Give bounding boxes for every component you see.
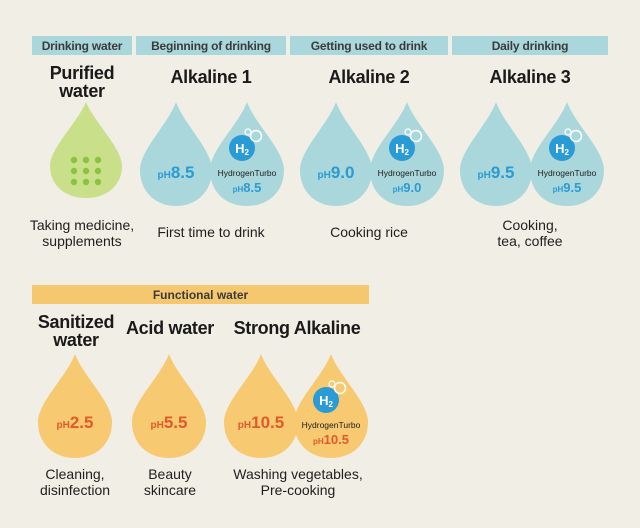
caption-sanitized: Cleaning, disinfection bbox=[20, 466, 130, 498]
caption-alkaline1: First time to drink bbox=[157, 224, 265, 240]
dots-icon bbox=[70, 156, 102, 186]
title-sanitized-line1: Sanitized bbox=[37, 312, 115, 332]
hydrogen-turbo-label: HydrogenTurbo bbox=[218, 168, 277, 178]
header-daily-drinking: Daily drinking bbox=[452, 36, 608, 55]
svg-text:H2: H2 bbox=[235, 141, 249, 157]
purified-water-drop bbox=[50, 102, 122, 198]
h2-icon: H2 bbox=[313, 380, 347, 413]
caption-sanitized-line2: disinfection bbox=[39, 482, 111, 498]
svg-text:pH9.5: pH9.5 bbox=[553, 180, 582, 195]
svg-text:pH8.5: pH8.5 bbox=[233, 180, 262, 195]
title-strong-alkaline: Strong Alkaline bbox=[233, 318, 361, 338]
svg-text:pH9.0: pH9.0 bbox=[318, 163, 355, 182]
caption-alkaline3: Cooking, tea, coffee bbox=[452, 217, 608, 249]
header-getting-used: Getting used to drink bbox=[290, 36, 448, 55]
ph-value: 8.5 bbox=[171, 163, 195, 182]
caption-purified: Taking medicine, supplements bbox=[22, 217, 142, 249]
turbo-ph-value: 9.0 bbox=[403, 180, 421, 195]
alkaline1-drop: pH8.5 bbox=[140, 102, 212, 206]
svg-text:pH9.0: pH9.0 bbox=[393, 180, 422, 195]
title-purified-water: Purified water bbox=[32, 64, 132, 100]
ph-prefix: pH bbox=[158, 170, 171, 181]
sanitized-drop: pH2.5 bbox=[38, 354, 112, 458]
h2-icon: H2 bbox=[389, 128, 423, 161]
caption-strong-line1: Washing vegetables, bbox=[233, 466, 363, 482]
turbo-ph-value: 8.5 bbox=[243, 180, 261, 195]
title-alkaline-3: Alkaline 3 bbox=[489, 67, 571, 87]
alkaline2-drop: pH9.0 bbox=[300, 102, 372, 206]
title-alkaline-2: Alkaline 2 bbox=[328, 67, 410, 87]
caption-alkaline2: Cooking rice bbox=[330, 224, 408, 240]
strong-alkaline-drop: pH10.5 bbox=[224, 354, 298, 458]
header-drinking-water: Drinking water bbox=[32, 36, 132, 55]
h2-icon: H2 bbox=[229, 128, 263, 161]
svg-text:H2: H2 bbox=[319, 393, 333, 409]
title-alkaline-1: Alkaline 1 bbox=[170, 67, 252, 87]
alkaline3-drop: pH9.5 bbox=[460, 102, 532, 206]
ph-value: 9.0 bbox=[331, 163, 355, 182]
title-sanitized-line2: water bbox=[53, 330, 99, 350]
alkaline1-turbo-drop: H2 HydrogenTurbo pH8.5 bbox=[210, 102, 284, 206]
acid-drop: pH5.5 bbox=[132, 354, 206, 458]
caption-alkaline3-line2: tea, coffee bbox=[497, 233, 563, 249]
h2-icon: H2 bbox=[549, 128, 583, 161]
caption-acid: Beauty skincare bbox=[120, 466, 220, 498]
hydrogen-turbo-label: HydrogenTurbo bbox=[538, 168, 597, 178]
ph-value: 9.5 bbox=[491, 163, 515, 182]
ph-value: 2.5 bbox=[70, 413, 94, 432]
caption-acid-line2: skincare bbox=[143, 482, 197, 498]
header-functional-water: Functional water bbox=[32, 285, 369, 304]
ph-value: 5.5 bbox=[164, 413, 188, 432]
svg-text:pH2.5: pH2.5 bbox=[57, 413, 94, 432]
svg-text:pH8.5: pH8.5 bbox=[158, 163, 195, 182]
title-purified-line1: Purified bbox=[49, 63, 115, 83]
title-acid-water: Acid water bbox=[125, 318, 215, 338]
caption-strong-line2: Pre-cooking bbox=[260, 482, 336, 498]
alkaline3-turbo-drop: H2 HydrogenTurbo pH9.5 bbox=[530, 102, 604, 206]
caption-alkaline3-line1: Cooking, bbox=[502, 217, 558, 233]
svg-text:pH5.5: pH5.5 bbox=[151, 413, 188, 432]
svg-text:H2: H2 bbox=[395, 141, 409, 157]
caption-acid-line1: Beauty bbox=[148, 466, 192, 482]
title-sanitized-water: Sanitized water bbox=[28, 313, 124, 349]
caption-purified-line2: supplements bbox=[42, 233, 122, 249]
alkaline2-turbo-drop: H2 HydrogenTurbo pH9.0 bbox=[370, 102, 444, 206]
hydrogen-turbo-label: HydrogenTurbo bbox=[378, 168, 437, 178]
header-beginning-of-drinking: Beginning of drinking bbox=[136, 36, 286, 55]
caption-strong-alkaline: Washing vegetables, Pre-cooking bbox=[218, 466, 378, 498]
caption-purified-line1: Taking medicine, bbox=[29, 217, 135, 233]
svg-text:pH10.5: pH10.5 bbox=[238, 413, 284, 432]
hydrogen-turbo-label: HydrogenTurbo bbox=[302, 420, 361, 430]
ph-value: 10.5 bbox=[251, 413, 284, 432]
turbo-ph-value: 10.5 bbox=[324, 432, 349, 447]
svg-text:pH9.5: pH9.5 bbox=[478, 163, 515, 182]
turbo-ph-value: 9.5 bbox=[563, 180, 581, 195]
svg-text:pH10.5: pH10.5 bbox=[313, 432, 349, 447]
svg-text:H2: H2 bbox=[555, 141, 569, 157]
strong-alkaline-turbo-drop: H2 HydrogenTurbo pH10.5 bbox=[294, 354, 368, 458]
title-purified-line2: water bbox=[59, 81, 105, 101]
caption-sanitized-line1: Cleaning, bbox=[45, 466, 105, 482]
